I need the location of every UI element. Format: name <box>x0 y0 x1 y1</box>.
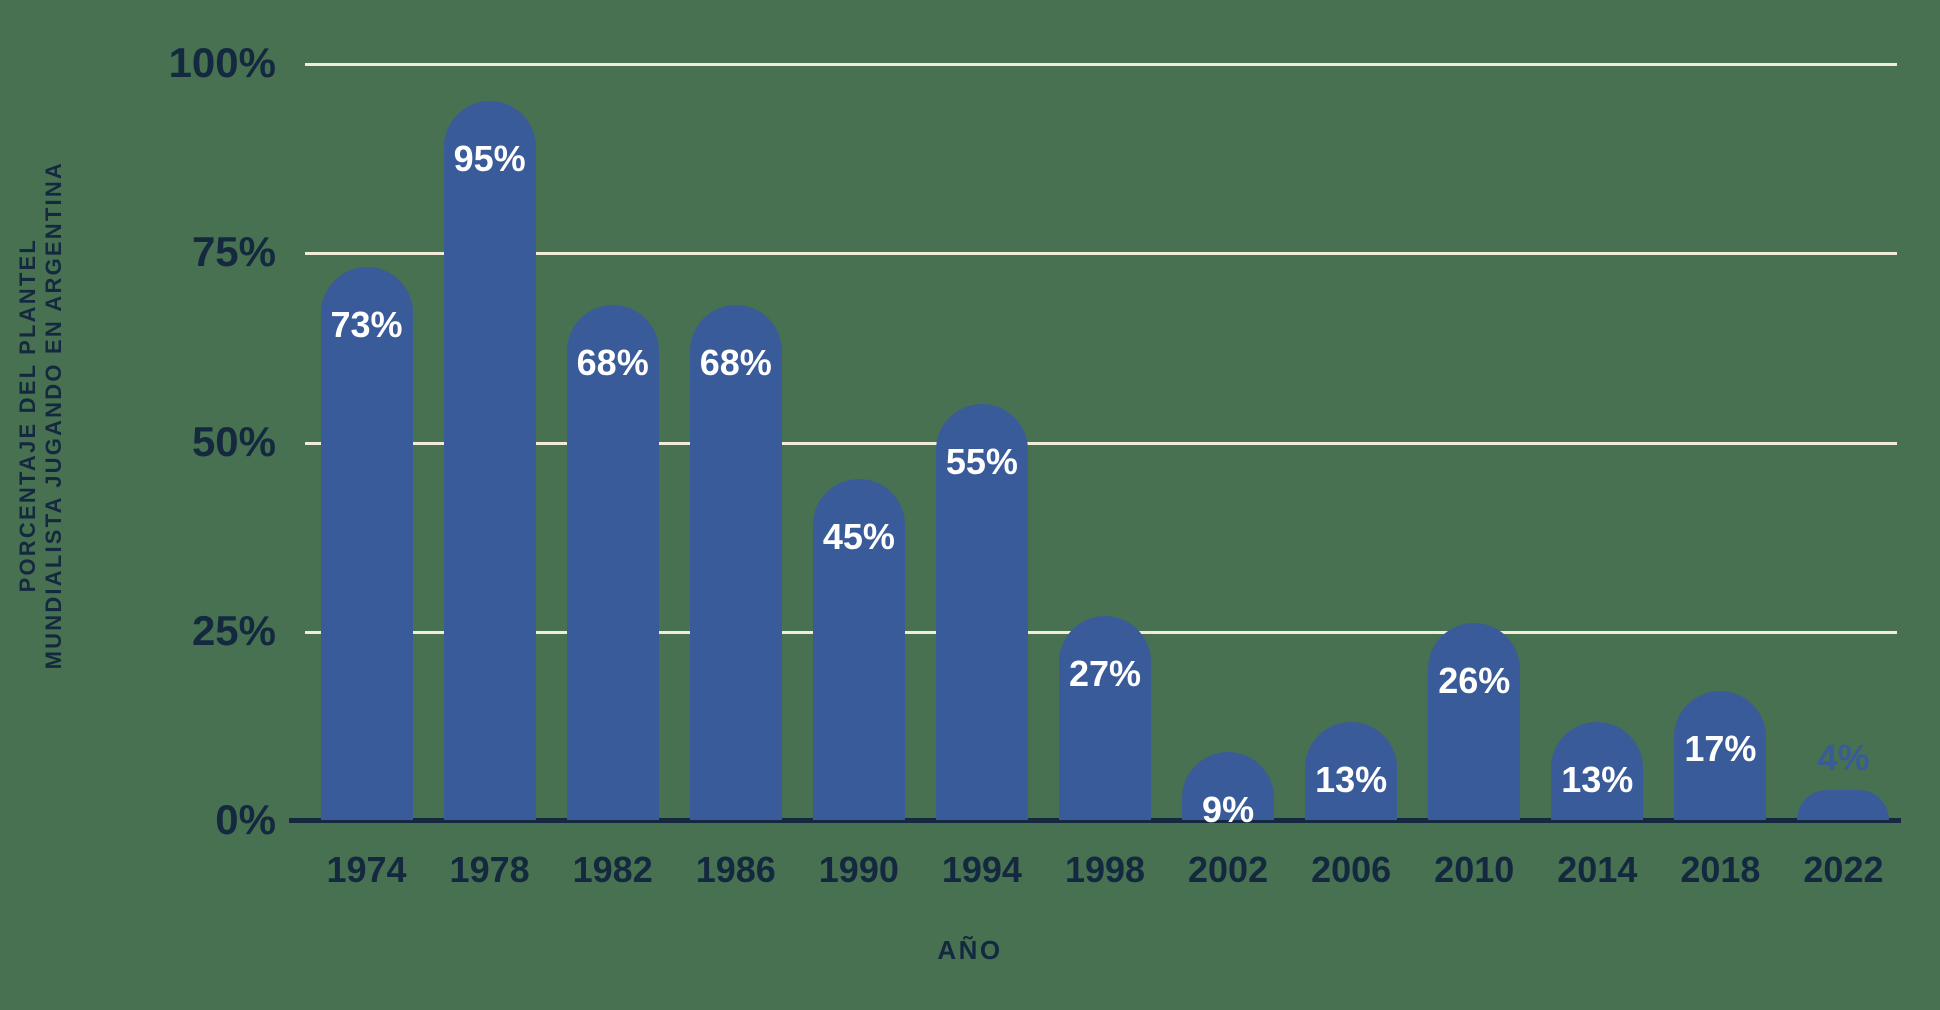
bar-group: 13% <box>1305 0 1398 1010</box>
bar-2018[interactable] <box>1674 691 1767 820</box>
x-axis-tick-1994: 1994 <box>941 849 1022 890</box>
bar-group: 26% <box>1428 0 1521 1010</box>
x-axis-line <box>289 818 1901 823</box>
x-axis-title: AÑO <box>937 935 1003 965</box>
bar-1982[interactable] <box>566 305 659 820</box>
x-axis-tick-2002: 2002 <box>1188 849 1269 890</box>
y-axis-title: PORCENTAJE DEL PLANTEL MUNDIALISTA JUGAN… <box>0 0 86 830</box>
plot-area: 73% 95% 68% 68% 45% 55% 27% 9% 13% 26% 13% 17% 4% <box>289 0 1905 1010</box>
bar-value-1990: 45% <box>822 516 895 558</box>
bar-value-2006: 13% <box>1315 758 1388 800</box>
x-axis-tick-1982: 1982 <box>572 849 653 890</box>
bar-value-1978: 95% <box>453 137 526 179</box>
bar-group: 45% <box>812 0 905 1010</box>
bar-1990[interactable] <box>812 479 905 820</box>
x-axis-tick-1986: 1986 <box>695 849 776 890</box>
y-axis-tick-25: 25% <box>191 606 276 654</box>
bar-value-2022: 4% <box>1817 736 1870 778</box>
y-axis-tick-0: 0% <box>215 796 276 843</box>
x-axis-tick-2022: 2022 <box>1803 849 1884 890</box>
gridline-75 <box>305 252 1897 256</box>
bar-group: 68% <box>689 0 782 1010</box>
bar-group: 55% <box>935 0 1028 1010</box>
bars-layer: 73% 95% 68% 68% 45% 55% 27% 9% 13% 26% 13% 17% 4% <box>305 0 1905 1010</box>
gridline-50 <box>305 441 1897 445</box>
bar-value-2002: 9% <box>1202 788 1255 830</box>
x-axis-tick-1978: 1978 <box>449 849 530 890</box>
bar-1978[interactable] <box>443 100 536 820</box>
bar-group: 73% <box>320 0 413 1010</box>
y-axis-tick-labels: 0% 25% 50% 75% 100% <box>86 0 276 1010</box>
bar-value-2018: 17% <box>1684 728 1757 770</box>
bar-1998[interactable] <box>1059 615 1151 820</box>
bar-value-1998: 27% <box>1068 652 1142 694</box>
bar-1986[interactable] <box>689 305 782 820</box>
x-axis-tick-1990: 1990 <box>818 849 899 890</box>
bar-value-1982: 68% <box>576 342 649 384</box>
bar-group: 4% <box>1797 0 1890 1010</box>
x-axis-tick-1998: 1998 <box>1064 849 1146 890</box>
bar-2006[interactable] <box>1305 721 1398 820</box>
bar-2014[interactable] <box>1551 721 1644 820</box>
y-axis-title-line-2: MUNDIALISTA JUGANDO EN ARGENTINA <box>41 160 66 670</box>
bar-group: 9% <box>1182 0 1275 1010</box>
y-axis-title-line-1: PORCENTAJE DEL PLANTEL <box>15 237 40 593</box>
y-axis-tick-75: 75% <box>191 228 276 276</box>
bar-group: 95% <box>443 0 536 1010</box>
bar-group: 27% <box>1059 0 1151 1010</box>
x-axis-tick-2010: 2010 <box>1434 849 1515 890</box>
bar-group: 68% <box>566 0 659 1010</box>
bar-2022[interactable] <box>1797 789 1890 820</box>
bar-2002[interactable] <box>1182 751 1275 820</box>
bar-2010[interactable] <box>1428 623 1521 820</box>
gridline-100 <box>305 63 1897 66</box>
x-axis-tick-2006: 2006 <box>1311 849 1392 890</box>
bar-1994[interactable] <box>935 403 1028 820</box>
bar-group: 13% <box>1551 0 1644 1010</box>
bar-value-1974: 73% <box>330 304 403 346</box>
x-axis-tick-2018: 2018 <box>1680 849 1761 890</box>
y-axis-tick-50: 50% <box>191 417 276 465</box>
bar-value-1986: 68% <box>699 342 772 384</box>
bar-value-1994: 55% <box>945 440 1018 482</box>
bar-1974[interactable] <box>320 267 413 820</box>
bar-value-2014: 13% <box>1561 758 1634 800</box>
y-axis-tick-100: 100% <box>168 39 276 86</box>
x-axis-tick-1974: 1974 <box>326 849 407 890</box>
bar-group: 17% <box>1674 0 1767 1010</box>
x-axis-tick-2014: 2014 <box>1557 849 1638 890</box>
bar-value-2010: 26% <box>1438 660 1511 702</box>
